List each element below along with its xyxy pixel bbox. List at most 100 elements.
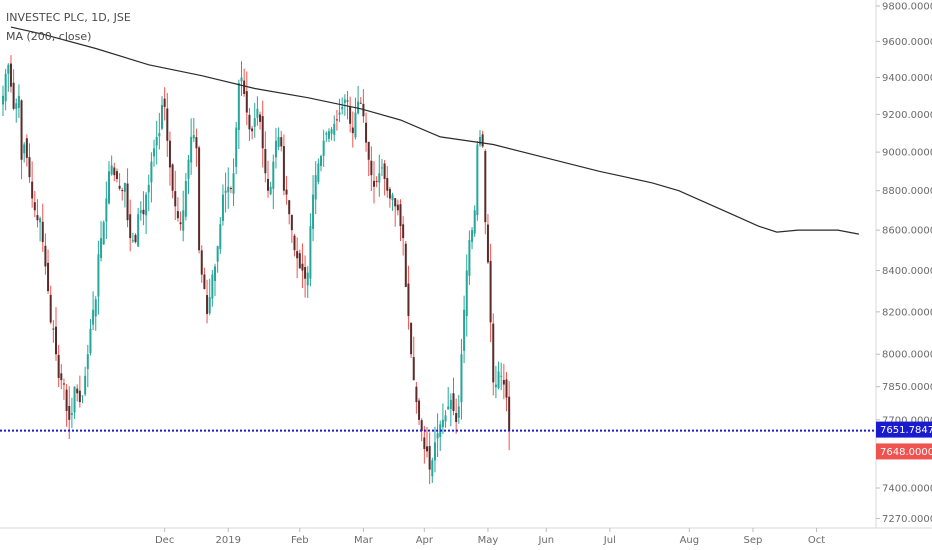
candle-body [23,144,26,154]
candle [142,191,145,226]
candle-body [216,246,219,262]
candle [508,381,511,451]
candle [378,154,381,197]
candle-body [4,73,7,102]
candle [155,120,158,165]
candle [373,161,375,204]
candle [502,363,505,400]
candle-body [282,146,285,191]
candle [121,187,124,201]
candle-body [322,140,325,156]
candle [60,364,63,390]
candle-body [78,390,81,403]
time-tick-label: Jun [537,535,554,546]
candle [402,216,405,256]
candle-body [134,234,137,243]
candle [433,426,436,473]
candle-body [243,80,246,95]
candle [267,160,269,198]
candle-body [428,446,431,470]
candle-body [206,295,209,314]
candle [161,96,163,131]
candle-body [240,77,243,82]
candle [55,307,57,361]
candle [396,199,399,216]
candle [264,131,267,183]
candle-body [479,136,481,145]
candle-body [298,253,301,269]
candle [349,96,352,133]
candle-body [166,108,169,141]
candle [259,111,262,130]
candle-body [468,240,471,276]
candle-body [89,328,92,354]
candle [25,134,28,167]
candle-body [86,354,89,370]
candle [309,213,312,287]
candle-body [471,230,474,242]
chart-legend: INVESTEC PLC, 1D, JSE MA (200, close) [6,8,131,46]
candle [134,233,137,244]
time-tick-label: May [478,535,499,546]
candle-body [200,250,203,275]
candle-body [264,149,267,174]
candle [97,240,100,315]
candle-body [131,240,134,242]
candle [49,285,52,325]
candle-body [176,211,179,219]
candle [306,266,309,299]
candle-body [62,383,65,385]
candle-body [301,263,304,271]
time-tick-label: Mar [354,535,374,546]
time-tick-label: Apr [416,535,434,546]
candle [115,168,118,183]
candle-body [139,210,142,213]
candle-body [150,161,153,183]
candle-body [452,393,455,411]
candle [441,403,444,435]
candle [272,154,275,210]
candle [418,398,421,426]
candle-body [28,157,31,178]
candle [47,249,50,294]
candle-body [41,221,44,243]
candle [351,111,354,148]
candle [84,366,87,397]
candle [12,69,15,111]
candle-body [494,384,497,388]
time-axis[interactable]: Dec 2019 Feb Mar Apr May Jun Jul Aug Sep Oct [0,527,932,546]
candle-body [410,322,413,355]
candle [62,378,65,400]
candle-body [211,274,214,299]
candle-body [190,136,193,163]
last-price-badge-bg [876,443,932,460]
candle-body [272,161,275,189]
candle-body [36,215,39,221]
candle [44,233,47,275]
price-tick-label: 9400.00000 [882,73,932,84]
candle-body [31,181,34,199]
candle [2,85,4,117]
candle-body [407,283,410,317]
candle-body [259,114,262,122]
candle-body [436,433,439,439]
time-tick-label: Sep [744,535,763,546]
candle [129,199,132,252]
candle [243,68,246,97]
candle [208,278,211,316]
candle-body [359,102,362,104]
candle [407,265,410,330]
candle-body [508,396,511,432]
candle [494,365,497,399]
candle [150,152,153,203]
candle [388,187,391,208]
time-tick-label: Aug [680,535,700,546]
candle [370,146,373,191]
candle [333,115,336,142]
candle-body [49,294,52,323]
candle-body [208,297,211,314]
candle [449,393,452,427]
